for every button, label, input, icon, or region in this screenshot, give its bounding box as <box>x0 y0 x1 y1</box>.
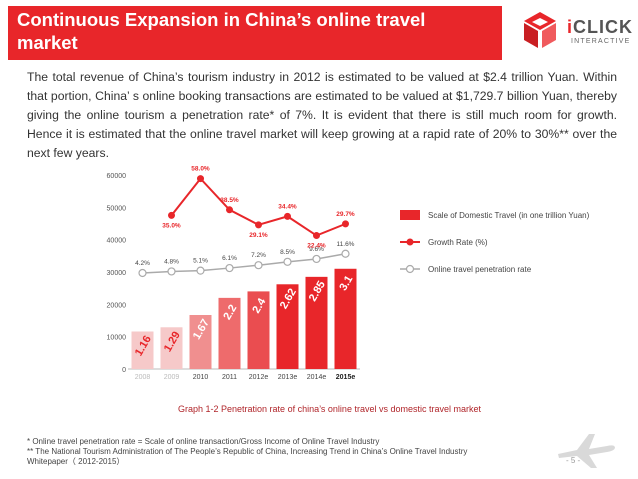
logo-wordmark: iCLICK <box>567 17 634 37</box>
penetration-label: 8.5% <box>280 249 295 256</box>
penetration-point <box>254 261 263 270</box>
penetration-label: 7.2% <box>251 252 266 259</box>
growth-point <box>226 206 233 214</box>
footnote-1: * Online travel penetration rate = Scale… <box>27 437 380 446</box>
title-bar <box>8 6 502 60</box>
bar <box>218 297 241 369</box>
intro-paragraph: The total revenue of China’s tourism ind… <box>27 70 617 160</box>
bar <box>131 331 154 369</box>
growth-point <box>342 220 349 228</box>
x-tick-label: 2015e <box>336 374 356 381</box>
growth-point <box>255 221 262 229</box>
y-tick-label: 10000 <box>107 335 127 342</box>
penetration-label: 6.1% <box>222 255 237 262</box>
footnotes: * Online travel penetration rate = Scale… <box>27 437 507 467</box>
iclick-logo <box>524 12 556 48</box>
penetration-point <box>341 249 350 258</box>
penetration-point <box>196 266 205 275</box>
legend-penetration-point <box>405 264 415 274</box>
bar <box>305 276 328 369</box>
penetration-point <box>138 268 147 278</box>
slide-title: Continuous Expansion in China’s online t… <box>17 9 426 53</box>
y-tick-label: 50000 <box>107 205 127 212</box>
footnote-2: ** The National Tourism Administration o… <box>27 447 468 466</box>
x-tick-label: 2011 <box>222 374 237 381</box>
penetration-point <box>167 267 176 276</box>
penetration-label: 4.8% <box>164 258 179 265</box>
penetration-label: 11.6% <box>337 241 355 248</box>
growth-point <box>168 211 175 219</box>
legend-label: Scale of Domestic Travel (in one trillio… <box>428 211 590 220</box>
bar <box>189 315 212 369</box>
y-tick-label: 0 <box>122 367 126 374</box>
growth-label: 35.0% <box>162 222 181 229</box>
growth-label: 58.0% <box>191 166 210 173</box>
growth-label: 22.4% <box>307 243 326 250</box>
x-tick-label: 2012e <box>249 374 269 381</box>
bar <box>276 284 299 369</box>
chart-caption: Graph 1-2 Penetration rate of china’s on… <box>178 404 481 414</box>
penetration-line <box>142 253 346 274</box>
growth-label: 38.5% <box>220 197 239 204</box>
y-tick-label: 20000 <box>107 302 127 309</box>
bar <box>334 268 357 369</box>
airplane-icon <box>558 434 615 468</box>
y-tick-label: 30000 <box>107 270 127 277</box>
bar <box>247 291 270 369</box>
penetration-point <box>225 263 234 273</box>
logo-subtitle: INTERACTIVE <box>571 38 631 45</box>
cube-icon <box>524 12 556 48</box>
penetration-point <box>283 257 292 266</box>
x-tick-label: 2009 <box>164 374 180 381</box>
y-tick-label: 40000 <box>107 238 127 245</box>
penetration-label: 4.2% <box>135 260 150 267</box>
penetration-label: 5.1% <box>193 258 208 265</box>
x-tick-label: 2010 <box>193 374 209 381</box>
growth-point <box>284 212 291 220</box>
legend-label: Online travel penetration rate <box>428 265 532 274</box>
legend-growth-point <box>406 238 414 246</box>
growth-label: 29.1% <box>249 232 268 239</box>
penetration-point <box>312 254 321 264</box>
growth-point <box>313 232 320 240</box>
legend-bar-swatch <box>400 210 420 220</box>
bar <box>160 327 183 369</box>
growth-point <box>197 175 204 183</box>
growth-label: 34.4% <box>278 203 297 210</box>
y-tick-label: 60000 <box>107 173 127 180</box>
legend-label: Growth Rate (%) <box>428 238 488 247</box>
x-tick-label: 2013e <box>278 374 298 381</box>
x-tick-label: 2008 <box>135 374 151 381</box>
penetration-label: 9.6% <box>309 246 324 253</box>
x-tick-label: 2014e <box>307 374 327 381</box>
page-number: - 5 - <box>566 456 581 465</box>
growth-label: 29.7% <box>336 211 355 218</box>
